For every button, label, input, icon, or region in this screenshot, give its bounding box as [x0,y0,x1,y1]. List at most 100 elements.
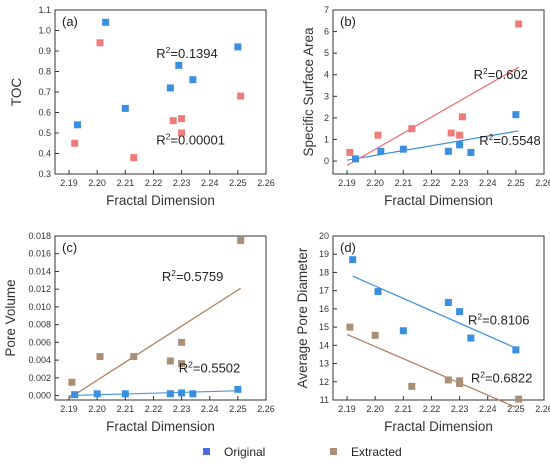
x-tick-label: 2.20 [366,178,384,188]
y-tick-label: 0.000 [28,391,51,401]
y-axis-title: TOC [9,78,24,107]
x-tick-label: 2.24 [479,178,497,188]
x-tick-label: 2.25 [507,404,525,414]
panel-label: (c) [62,240,77,255]
data-point [74,121,82,129]
x-tick-label: 2.24 [479,404,497,414]
data-point [447,129,455,137]
data-point [515,20,523,28]
legend: Original Extracted [203,445,402,459]
data-point [456,308,464,316]
x-tick-label: 2.19 [60,178,78,188]
y-tick-label: 0.008 [28,320,51,330]
x-tick-label: 2.26 [535,178,550,188]
x-axis-title: Fractal Dimension [384,193,493,208]
x-axis-title: Fractal Dimension [106,419,215,434]
data-point [456,131,464,139]
data-point [444,376,452,384]
legend-label-extracted: Extracted [351,445,402,459]
x-tick-label: 2.20 [366,404,384,414]
x-tick-label: 2.23 [173,178,191,188]
data-point [408,382,416,390]
data-point [237,92,245,100]
x-tick-label: 2.22 [145,404,163,414]
data-point [130,353,138,361]
data-point [189,390,197,398]
x-tick-label: 2.23 [173,404,191,414]
legend-marker-original [203,448,210,455]
data-point [96,353,104,361]
data-point [166,357,174,365]
y-tick-label: 0.6 [38,108,51,118]
x-tick-label: 2.19 [338,178,356,188]
x-tick-label: 2.25 [229,404,247,414]
x-tick-label: 2.19 [338,404,356,414]
fit-line [346,130,519,161]
fit-line [68,287,242,399]
r-squared-annotation: R2=0.5759 [162,268,223,284]
r-squared-annotation: R2=0.8106 [468,311,529,327]
fit-line [346,66,519,166]
data-point [399,145,407,153]
panel-b-specific-surface-area-chart: 2.19 2.20 2.21 2.22 2.23 2.24 2.25 2.26 0 1 2 3 4 5 6 7… [301,5,550,208]
data-point [169,117,177,125]
y-tick-label: 0.4 [38,149,51,159]
data-point [512,346,520,354]
data-point [399,327,407,335]
x-tick-label: 2.21 [395,178,413,188]
data-point [178,360,186,368]
plot-frame [332,9,545,175]
y-tick-label: 0.006 [28,337,51,347]
y-tick-label: 0 [324,156,329,166]
data-point [234,43,242,51]
data-point [121,390,129,398]
x-tick-label: 2.20 [88,404,106,414]
y-tick-label: 0.016 [28,249,51,259]
data-point [71,391,79,399]
panel-a-toc-chart: 2.19 2.20 2.21 2.22 2.23 2.24 2.25 2.26 0.3 0.4 0.… [9,5,275,208]
y-tick-label: 0.9 [38,46,51,56]
y-tick-label: 0.7 [38,87,51,97]
data-point [352,155,360,163]
y-tick-label: 3 [324,91,329,101]
x-tick-label: 2.22 [423,404,441,414]
r-squared-annotation: R2=0.602 [474,66,528,82]
x-tick-label: 2.21 [117,404,135,414]
panel-label: (a) [62,14,78,29]
y-tick-label: 0.002 [28,373,51,383]
data-point [456,141,464,149]
y-tick-label: 1.1 [38,5,51,15]
data-point [515,395,523,403]
plot-frame [54,235,267,401]
x-tick-label: 2.22 [423,178,441,188]
data-point [178,115,186,123]
data-point [166,390,174,398]
data-point [178,338,186,346]
plot-frame [332,235,545,401]
y-tick-label: 0.8 [38,67,51,77]
data-point [458,113,466,121]
data-point [377,147,385,155]
y-tick-label: 7 [324,5,329,15]
data-point [374,288,382,296]
data-point [93,390,101,398]
y-axis-title: Average Pore Diameter [295,247,310,388]
data-point [102,18,110,26]
x-tick-label: 2.23 [451,178,469,188]
x-tick-label: 2.24 [201,178,219,188]
data-point [121,104,129,112]
data-point [512,111,520,119]
data-point [130,154,138,162]
data-point [237,236,245,244]
data-point [96,39,104,47]
panel-d-average-pore-diameter-chart: 2.19 2.20 2.21 2.22 2.23 2.24 2.25 2.26 11 12 13 14… [295,231,550,434]
y-tick-label: 20 [319,231,329,241]
y-tick-label: 14 [319,340,329,350]
r-squared-annotation: R2=0.5502 [179,360,240,376]
y-tick-label: 0.004 [28,355,51,365]
x-tick-label: 2.23 [451,404,469,414]
data-point [346,148,354,156]
panel-label: (d) [340,240,356,255]
data-point [166,84,174,92]
y-tick-label: 1.0 [38,26,51,36]
